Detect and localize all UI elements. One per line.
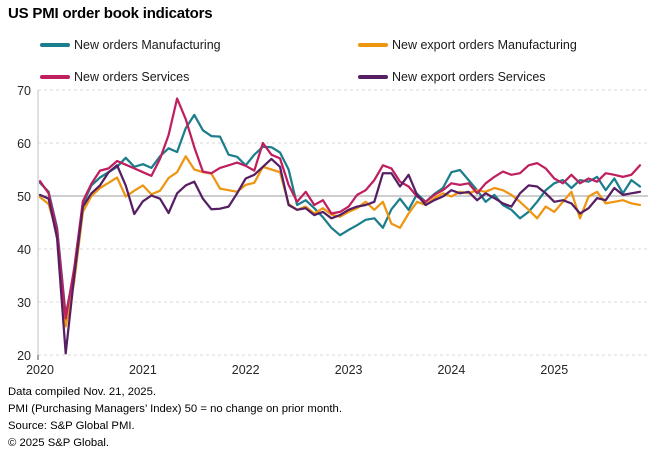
y-tick-label: 20	[17, 349, 31, 363]
legend-item-new-orders-manufacturing: New orders Manufacturing	[40, 36, 358, 54]
line-new-export-orders-services	[38, 157, 642, 355]
line-new-orders-services	[38, 97, 642, 320]
legend-swatch-purple-icon	[358, 75, 388, 79]
legend-label: New export orders Services	[392, 70, 546, 84]
line-new-export-orders-manufacturing	[38, 155, 642, 328]
footnote-pmi-definition: PMI (Purchasing Managers’ Index) 50 = no…	[8, 403, 342, 415]
y-tick-label: 70	[17, 84, 31, 98]
y-tick-label: 30	[17, 296, 31, 310]
legend-swatch-pink-icon	[40, 75, 70, 79]
x-tick-label: 2020	[26, 363, 54, 377]
pmi-chart-svg: 70 60 50 40 30 20 2020 2021 2022 2023 20…	[17, 84, 648, 377]
x-tick-label: 2023	[335, 363, 363, 377]
y-tick-label: 60	[17, 137, 31, 151]
legend-swatch-orange-icon	[358, 43, 388, 47]
chart-footnotes: Data compiled Nov. 21, 2025. PMI (Purcha…	[8, 384, 648, 452]
x-tick-label: 2021	[129, 363, 157, 377]
x-tick-label: 2022	[232, 363, 260, 377]
legend-label: New export orders Manufacturing	[392, 38, 577, 52]
legend-item-new-export-orders-services: New export orders Services	[358, 68, 640, 86]
page-title: US PMI order book indicators	[8, 5, 213, 22]
y-tick-label: 40	[17, 243, 31, 257]
chart-legend: New orders Manufacturing New export orde…	[40, 36, 640, 86]
legend-item-new-orders-services: New orders Services	[40, 68, 358, 86]
series-group	[38, 97, 642, 355]
footnote-copyright: © 2025 S&P Global.	[8, 437, 110, 449]
y-tick-label: 50	[17, 190, 31, 204]
legend-item-new-export-orders-manufacturing: New export orders Manufacturing	[358, 36, 640, 54]
x-tick-label: 2025	[540, 363, 568, 377]
line-new-orders-manufacturing	[38, 113, 642, 317]
x-tick-label: 2024	[437, 363, 465, 377]
chart-area: 70 60 50 40 30 20 2020 2021 2022 2023 20…	[0, 82, 655, 382]
footnote-data-compiled: Data compiled Nov. 21, 2025.	[8, 386, 156, 398]
legend-swatch-teal-icon	[40, 43, 70, 47]
legend-label: New orders Manufacturing	[74, 38, 221, 52]
legend-label: New orders Services	[74, 70, 190, 84]
footnote-source: Source: S&P Global PMI.	[8, 420, 135, 432]
